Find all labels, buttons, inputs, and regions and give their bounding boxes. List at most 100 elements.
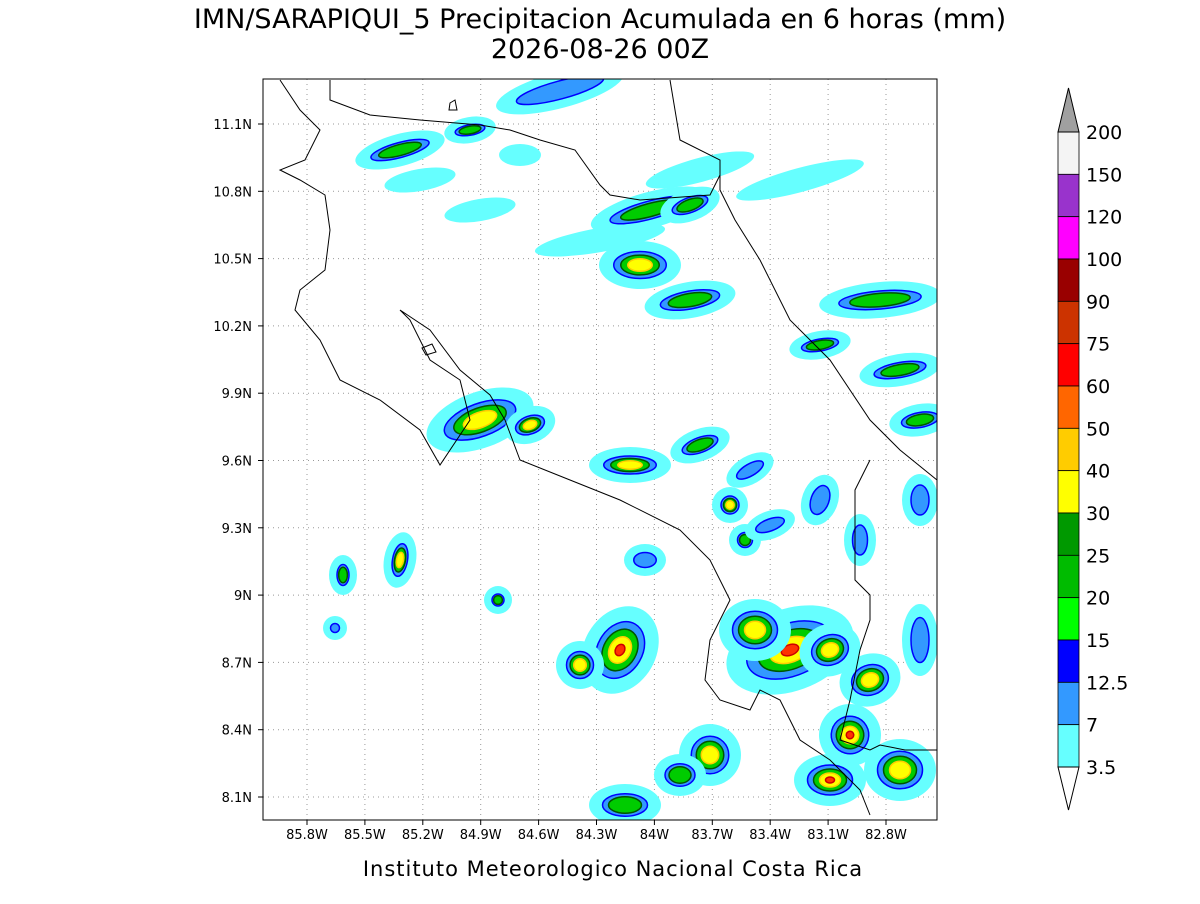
precip-cell: [794, 754, 866, 806]
precip-level: [572, 657, 588, 673]
colorbar-segment: [1057, 512, 1080, 556]
lon-label: 84W: [640, 828, 670, 843]
precip-cell: [902, 474, 937, 526]
precip-cell: [670, 426, 730, 464]
colorbar-over: [1057, 87, 1080, 133]
colorbar-label: 25: [1086, 545, 1110, 567]
precip-level: [462, 409, 498, 431]
precip-level: [780, 643, 800, 657]
caribbean-coast: [669, 79, 937, 481]
precip-level: [522, 419, 538, 431]
colorbar-label: 90: [1086, 291, 1110, 313]
precip-cell: [329, 555, 357, 595]
precip-cell: [323, 616, 347, 640]
lon-label: 83.1W: [807, 828, 849, 843]
precip-cell: [556, 641, 604, 689]
precip-cell: [889, 403, 937, 437]
colorbar-segment: [1057, 258, 1080, 302]
lat-label: 9N: [234, 589, 252, 604]
colorbar-label: 200: [1086, 122, 1122, 144]
precip-cell: [864, 739, 936, 801]
pacific-coast: [278, 79, 871, 816]
lat-label: 9.6N: [222, 455, 252, 470]
colorbar-label: 7: [1086, 715, 1098, 737]
colorbar-label: 12.5: [1086, 672, 1128, 694]
precip-cell: [644, 280, 736, 320]
colorbar-segment: [1057, 554, 1080, 599]
colorbar-segment: [1057, 300, 1080, 345]
coastlines: [278, 79, 937, 816]
colorbar-label: 75: [1086, 334, 1110, 356]
precip-level: [888, 760, 912, 780]
precip-cell: [902, 604, 937, 676]
precip-cell: [654, 754, 706, 796]
colorbar-label: 40: [1086, 461, 1110, 483]
lat-label: 10.5N: [213, 253, 252, 268]
colorbar-under: [1057, 766, 1080, 811]
precip-level: [700, 745, 720, 765]
island: [448, 99, 458, 111]
precip-level: [614, 643, 626, 657]
precip-level: [880, 362, 920, 378]
precip-level: [607, 796, 643, 814]
precip-level: [499, 144, 541, 166]
precip-level: [492, 594, 504, 606]
precip-level: [617, 460, 643, 470]
precip-level: [515, 79, 605, 106]
axis-labels: 11.1N 10.8N 10.5N 10.2N 9.9N 9.6N 9.3N 9N 8.7N 8.…: [213, 118, 907, 843]
precip-cell: [599, 241, 681, 289]
lat-label: 8.4N: [222, 724, 252, 739]
colorbar-segment: [1057, 724, 1080, 768]
colorbar-label: 100: [1086, 249, 1122, 271]
precip-level: [845, 730, 855, 740]
precip-cell: [496, 79, 624, 115]
colorbar-label: 20: [1086, 588, 1110, 610]
precip-level: [905, 413, 935, 427]
precip-level: [809, 484, 831, 516]
precip-level: [384, 167, 456, 193]
precip-level: [738, 533, 752, 547]
lon-label: 84.9W: [460, 828, 502, 843]
precip-cell: [745, 509, 795, 541]
colorbar-segment: [1057, 131, 1080, 175]
colorbar-label: 15: [1086, 630, 1110, 652]
precip-cell: [589, 784, 661, 820]
precip-cell: [844, 514, 876, 566]
precip-cell: [819, 281, 937, 319]
nicaragua-border: [329, 80, 721, 201]
colorbar-segment: [1057, 681, 1080, 726]
precip-level: [824, 776, 836, 784]
precip-level: [627, 257, 653, 273]
colorbar-segment: [1057, 173, 1080, 218]
lon-label: 83.7W: [691, 828, 733, 843]
precip-cell: [355, 130, 445, 170]
colorbar: 200 150 120 100 90 75 60 50 40 30 25 20 15 12.5 7 3.5: [1057, 87, 1128, 811]
precip-cell: [712, 487, 748, 523]
colorbar-segment: [1057, 470, 1080, 514]
precip-cell: [719, 599, 791, 661]
precip-level: [910, 616, 930, 664]
precip-level: [458, 125, 482, 135]
colorbar-label: 30: [1086, 503, 1110, 525]
precip-level: [755, 516, 785, 534]
lat-label: 8.7N: [222, 656, 252, 671]
precip-cell: [534, 223, 666, 257]
precip-cell: [499, 144, 541, 166]
lat-label: 11.1N: [213, 118, 252, 133]
colorbar-segment: [1057, 597, 1080, 641]
precip-cell: [504, 405, 556, 445]
precip-level: [395, 551, 405, 569]
precip-level: [377, 141, 423, 159]
lon-label: 85.5W: [344, 828, 386, 843]
precip-level: [910, 484, 930, 516]
lat-label: 9.3N: [222, 522, 252, 537]
precip-cell: [444, 116, 496, 144]
map-frame: [262, 78, 938, 821]
lon-label: 84.3W: [576, 828, 618, 843]
precip-level: [329, 622, 341, 634]
precipitation: [323, 79, 937, 820]
lon-label: 83.4W: [749, 828, 791, 843]
precip-cell: [484, 586, 512, 614]
colorbar-segment: [1057, 343, 1080, 387]
